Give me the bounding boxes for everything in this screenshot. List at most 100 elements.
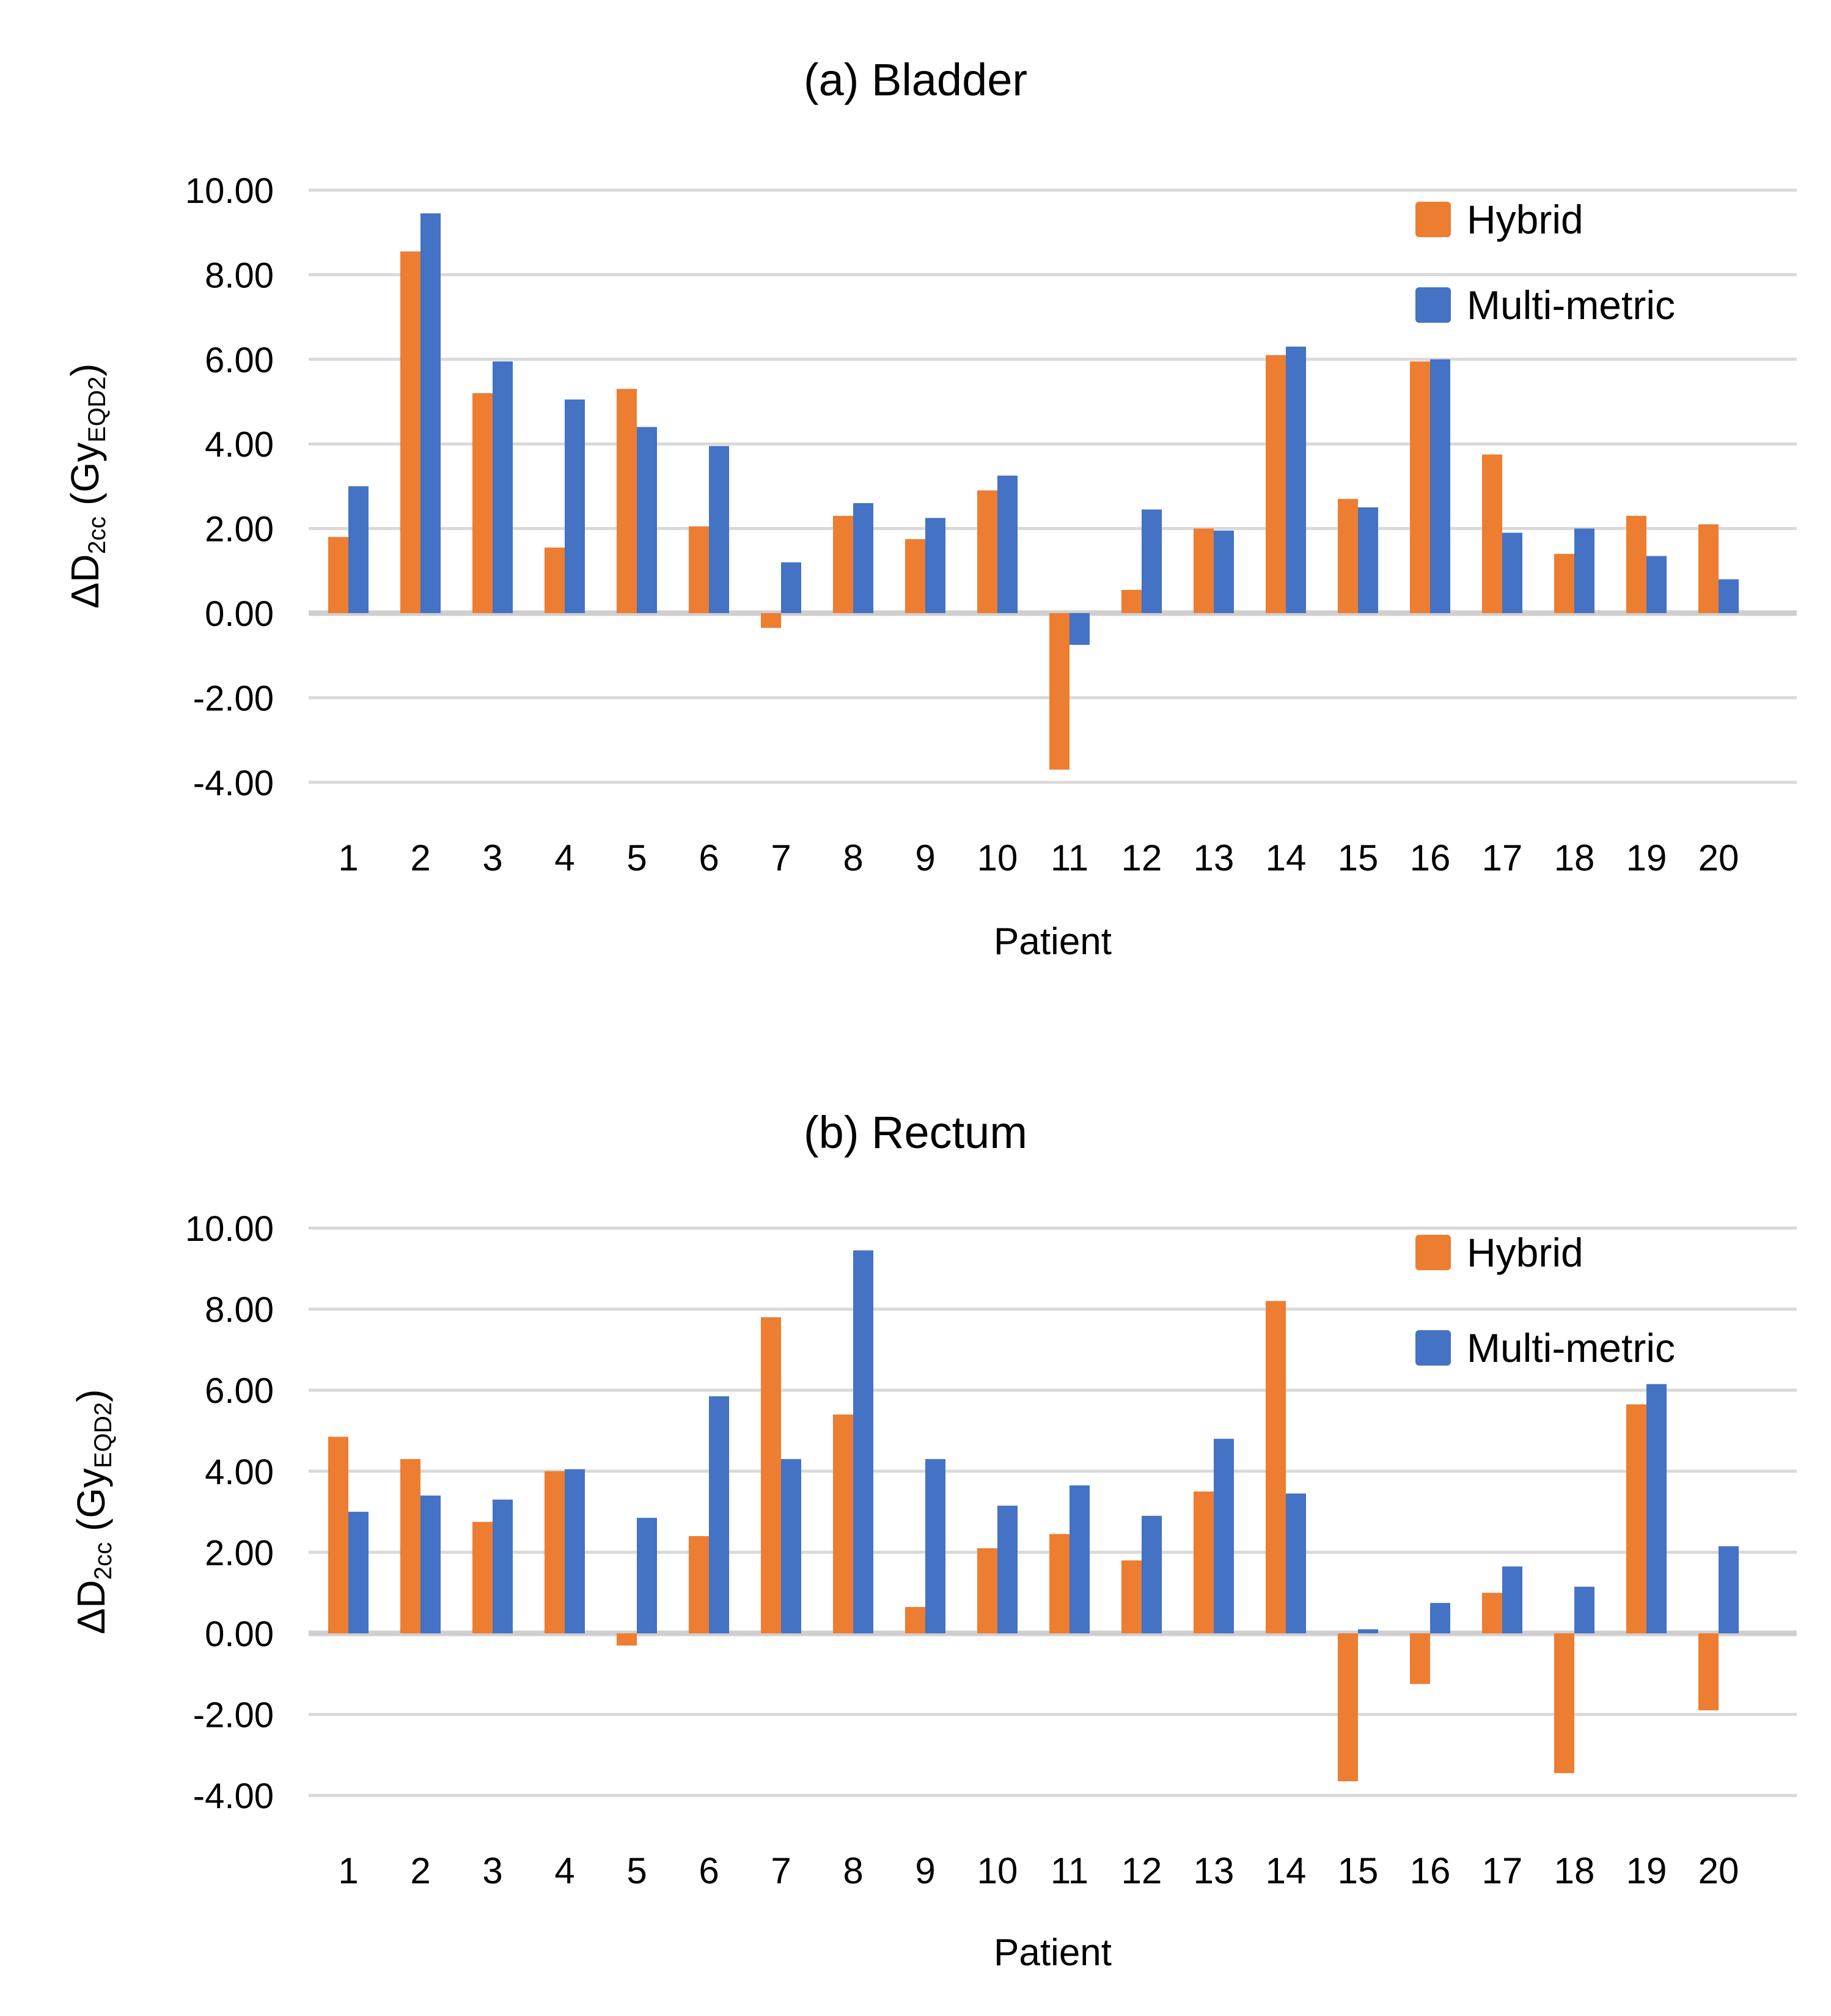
bar-multi-metric-patient-11 — [1070, 1485, 1090, 1633]
bar-multi-metric-patient-10 — [997, 1506, 1018, 1633]
bar-multi-metric-patient-3 — [493, 361, 513, 613]
x-category-label: 10 — [977, 837, 1018, 878]
x-category-label: 9 — [915, 1850, 935, 1891]
bar-hybrid-patient-18 — [1554, 1633, 1574, 1773]
y-tick-label: 2.00 — [205, 510, 274, 550]
chart-b-y-axis-label: ΔD2cc (GyEQD2) — [68, 1389, 117, 1635]
y-label-sub-eqd2: EQD2 — [84, 376, 111, 443]
bar-hybrid-patient-13 — [1194, 1491, 1214, 1633]
bar-hybrid-patient-20 — [1698, 524, 1719, 613]
x-category-label: 7 — [771, 1850, 791, 1891]
x-category-label: 4 — [554, 837, 574, 878]
bar-multi-metric-patient-4 — [565, 399, 585, 613]
bar-hybrid-patient-3 — [472, 393, 493, 613]
bar-hybrid-patient-17 — [1482, 1592, 1502, 1633]
bar-multi-metric-patient-11 — [1070, 613, 1090, 645]
bar-multi-metric-patient-15 — [1358, 1629, 1378, 1633]
bar-hybrid-patient-20 — [1698, 1633, 1719, 1710]
y-tick-label: -4.00 — [193, 1776, 274, 1816]
y-tick-label: -2.00 — [193, 679, 274, 718]
bar-hybrid-patient-11 — [1049, 613, 1070, 770]
x-category-label: 14 — [1266, 837, 1307, 878]
x-category-label: 1 — [338, 1850, 358, 1891]
bar-hybrid-patient-2 — [400, 1459, 420, 1633]
x-category-label: 8 — [843, 837, 863, 878]
x-category-label: 13 — [1194, 837, 1235, 878]
bar-multi-metric-patient-2 — [420, 1495, 441, 1633]
x-category-label: 3 — [482, 837, 502, 878]
bar-multi-metric-patient-10 — [997, 476, 1018, 613]
bar-multi-metric-patient-12 — [1142, 509, 1162, 613]
chart-b-legend-item-multimetric: Multi-metric — [1415, 1325, 1675, 1370]
bar-hybrid-patient-2 — [400, 251, 420, 614]
x-category-label: 19 — [1626, 837, 1667, 878]
x-category-label: 16 — [1410, 837, 1451, 878]
x-category-label: 13 — [1194, 1850, 1235, 1891]
bar-multi-metric-patient-12 — [1142, 1515, 1162, 1633]
bar-hybrid-patient-14 — [1266, 355, 1286, 613]
bar-hybrid-patient-9 — [905, 1606, 925, 1633]
bar-multi-metric-patient-20 — [1719, 579, 1739, 613]
bar-hybrid-patient-7 — [761, 613, 781, 628]
bar-multi-metric-patient-18 — [1574, 528, 1594, 613]
x-category-label: 15 — [1338, 837, 1379, 878]
hybrid-legend-label: Hybrid — [1467, 1230, 1583, 1275]
y-tick-label: 8.00 — [205, 1290, 274, 1330]
bar-multi-metric-patient-20 — [1719, 1546, 1739, 1633]
bar-hybrid-patient-17 — [1482, 454, 1502, 613]
chart-b-title: (b) Rectum — [804, 1107, 1027, 1158]
bar-hybrid-patient-18 — [1554, 554, 1574, 613]
bar-hybrid-patient-15 — [1338, 499, 1358, 613]
x-category-label: 17 — [1482, 1850, 1523, 1891]
x-category-label: 20 — [1698, 1850, 1739, 1891]
bar-hybrid-patient-19 — [1626, 515, 1646, 613]
y-label-prefix: ΔD — [68, 1580, 113, 1635]
bar-multi-metric-patient-4 — [565, 1469, 585, 1633]
x-category-label: 5 — [626, 837, 647, 878]
bar-multi-metric-patient-2 — [420, 213, 441, 613]
y-label-sub-2cc: 2cc — [90, 1542, 117, 1580]
chart-a-y-axis-label: ΔD2cc (GyEQD2) — [62, 364, 111, 609]
bar-multi-metric-patient-17 — [1502, 532, 1522, 613]
y-tick-label: 0.00 — [205, 1614, 274, 1654]
y-tick-label: 0.00 — [205, 594, 274, 634]
bar-multi-metric-patient-17 — [1502, 1566, 1522, 1633]
x-category-label: 8 — [843, 1850, 863, 1891]
x-category-label: 4 — [554, 1850, 574, 1891]
x-category-label: 9 — [915, 837, 935, 878]
bar-multi-metric-patient-19 — [1646, 556, 1667, 613]
bar-multi-metric-patient-3 — [493, 1499, 513, 1633]
bar-hybrid-patient-4 — [545, 1471, 565, 1633]
chart-b-x-axis-title: Patient — [993, 1932, 1112, 1974]
x-category-label: 7 — [771, 837, 791, 878]
y-label-mid: (Gy — [68, 1468, 113, 1542]
y-tick-label: 2.00 — [205, 1533, 274, 1573]
x-category-label: 11 — [1051, 837, 1088, 878]
chart-a-legend-item-hybrid: Hybrid — [1415, 199, 1583, 240]
bar-hybrid-patient-1 — [328, 537, 348, 613]
bar-hybrid-patient-3 — [472, 1521, 493, 1633]
x-category-label: 5 — [626, 1850, 647, 1891]
x-category-label: 12 — [1121, 837, 1162, 878]
y-label-suffix: ) — [62, 363, 107, 377]
x-category-label: 12 — [1121, 1850, 1162, 1891]
x-category-label: 2 — [410, 1850, 430, 1891]
x-category-label: 16 — [1410, 1850, 1451, 1891]
bar-hybrid-patient-12 — [1121, 589, 1142, 613]
bar-hybrid-patient-15 — [1338, 1633, 1358, 1781]
chart-a-x-axis-title: Patient — [993, 921, 1112, 963]
y-tick-label: 6.00 — [205, 1371, 274, 1411]
x-category-label: 18 — [1554, 837, 1595, 878]
multimetric-swatch-icon — [1415, 287, 1451, 323]
y-tick-label: -2.00 — [193, 1696, 274, 1735]
bar-multi-metric-patient-15 — [1358, 507, 1378, 613]
bar-hybrid-patient-6 — [689, 526, 709, 613]
chart-a-title: (a) Bladder — [803, 54, 1028, 105]
bar-multi-metric-patient-7 — [781, 1459, 801, 1633]
bar-hybrid-patient-12 — [1121, 1560, 1142, 1633]
multimetric-legend-label: Multi-metric — [1467, 1325, 1675, 1370]
bar-multi-metric-patient-1 — [348, 486, 369, 613]
x-category-label: 11 — [1051, 1850, 1088, 1891]
